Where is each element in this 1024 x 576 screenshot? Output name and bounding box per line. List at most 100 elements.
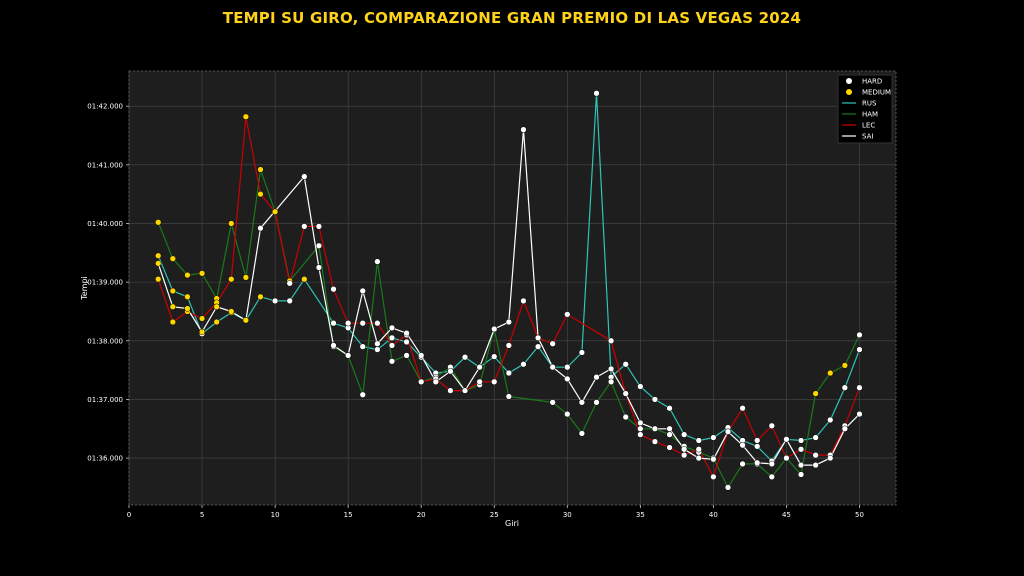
hard-lap-point-sai: [578, 399, 586, 406]
y-tick-label: 01:39.000: [87, 279, 123, 287]
hard-lap-point-lec: [388, 342, 396, 349]
hard-lap-point-sai: [856, 410, 863, 418]
hard-lap-point-lec: [651, 438, 659, 445]
legend-label-hard: HARD: [862, 78, 882, 86]
hard-lap-point-ham: [622, 413, 629, 421]
hard-lap-point-sai: [622, 390, 629, 397]
legend-marker-hard: [846, 78, 852, 84]
hard-lap-point-sai: [827, 454, 834, 462]
hard-lap-point-lec: [315, 223, 323, 230]
hard-lap-point-lec: [797, 446, 805, 453]
hard-lap-point-ham: [797, 471, 805, 478]
hard-lap-point-sai: [330, 342, 337, 349]
hard-lap-point-lec: [344, 320, 352, 327]
legend-label-medium: MEDIUM: [862, 89, 891, 97]
hard-lap-point-rus: [754, 443, 761, 450]
hard-lap-point-lec: [681, 451, 688, 459]
hard-lap-point-sai: [447, 368, 454, 375]
hard-lap-point-sai: [651, 425, 659, 432]
x-tick-label: 50: [855, 511, 864, 519]
medium-lap-point-lec: [169, 318, 176, 326]
medium-lap-point-ham: [242, 274, 250, 281]
medium-lap-point-ham: [184, 271, 191, 279]
hard-lap-point-sai: [432, 378, 439, 385]
hard-lap-point-rus: [374, 346, 381, 353]
hard-lap-point-ham: [549, 399, 556, 406]
hard-lap-point-ham: [359, 391, 366, 398]
legend-box: [837, 74, 893, 144]
hard-lap-point-sai: [301, 173, 308, 180]
medium-lap-point-ham: [841, 362, 849, 369]
hard-lap-point-sai: [739, 442, 746, 449]
hard-lap-point-ham: [856, 331, 863, 339]
medium-lap-point-rus: [301, 276, 308, 283]
hard-lap-point-ham: [564, 410, 571, 418]
medium-lap-point-sai: [155, 260, 162, 267]
x-tick-label: 25: [490, 511, 499, 519]
x-tick-label: 15: [344, 511, 353, 519]
hard-lap-point-lec: [520, 297, 527, 305]
hard-lap-point-lec: [301, 223, 308, 230]
hard-lap-point-sai: [315, 264, 323, 271]
hard-lap-point-sai: [388, 324, 396, 332]
legend: HARD MEDIUM RUS HAM LEC SAI: [837, 74, 893, 144]
hard-lap-point-rus: [578, 349, 586, 356]
x-tick-label: 45: [782, 511, 791, 519]
hard-lap-point-rus: [505, 369, 512, 377]
hard-lap-point-sai: [359, 287, 366, 295]
hard-lap-point-lec: [418, 378, 425, 385]
legend-marker-medium: [846, 89, 852, 95]
x-tick-label: 0: [127, 511, 131, 519]
hard-lap-point-sai: [768, 460, 775, 468]
hard-lap-point-lec: [286, 280, 293, 287]
hard-lap-point-sai: [754, 459, 761, 466]
hard-lap-point-ham: [388, 358, 396, 365]
x-tick-label: 40: [709, 511, 718, 519]
medium-lap-point-sai: [198, 328, 206, 336]
hard-lap-point-rus: [856, 346, 863, 353]
hard-lap-point-lec: [564, 311, 571, 318]
hard-lap-point-ham: [768, 473, 775, 480]
hard-lap-point-rus: [461, 354, 469, 361]
hard-lap-point-rus: [622, 361, 629, 368]
hard-lap-point-lec: [768, 422, 775, 429]
medium-lap-point-lec: [198, 315, 206, 322]
y-tick-label: 01:40.000: [87, 220, 123, 228]
hard-lap-point-ham: [607, 378, 615, 385]
hard-lap-point-lec: [754, 437, 761, 444]
legend-label-lec: LEC: [862, 122, 875, 130]
hard-lap-point-lec: [505, 342, 512, 349]
medium-lap-point-sai: [184, 305, 191, 312]
hard-lap-point-ham: [505, 393, 512, 400]
hard-lap-point-sai: [841, 425, 849, 432]
medium-lap-point-ham: [198, 270, 206, 277]
y-tick-label: 01:42.000: [87, 103, 123, 111]
hard-lap-point-rus: [812, 434, 819, 441]
medium-lap-point-lec: [155, 276, 162, 283]
hard-lap-point-rus: [491, 353, 498, 360]
legend-label-ham: HAM: [862, 111, 878, 119]
hard-lap-point-lec: [856, 384, 863, 391]
hard-lap-point-ham: [315, 242, 323, 249]
hard-lap-point-sai: [418, 352, 425, 359]
medium-lap-point-ham: [155, 219, 162, 226]
series-markers: [155, 90, 863, 491]
medium-lap-point-lec: [271, 208, 279, 215]
hard-lap-point-sai: [505, 318, 512, 326]
axis-ticks: 0 5 10 15 20 25 30 35 40 45 50 01:36.000 01:37.000 01…: [87, 103, 864, 519]
hard-lap-point-sai: [666, 425, 673, 432]
hard-lap-point-lec: [476, 378, 483, 385]
y-tick-label: 01:38.000: [87, 337, 123, 345]
hard-lap-point-rus: [520, 361, 527, 368]
hard-lap-point-sai: [344, 352, 352, 359]
hard-lap-point-rus: [388, 334, 396, 342]
hard-lap-point-rus: [286, 297, 293, 305]
hard-lap-point-ham: [374, 258, 381, 265]
x-tick-label: 10: [271, 511, 280, 519]
hard-lap-point-lec: [549, 340, 556, 347]
x-axis-label: Giri: [505, 519, 519, 528]
x-tick-label: 5: [200, 511, 204, 519]
hard-lap-point-rus: [637, 383, 644, 390]
hard-lap-point-sai: [783, 436, 790, 443]
x-tick-label: 30: [563, 511, 572, 519]
